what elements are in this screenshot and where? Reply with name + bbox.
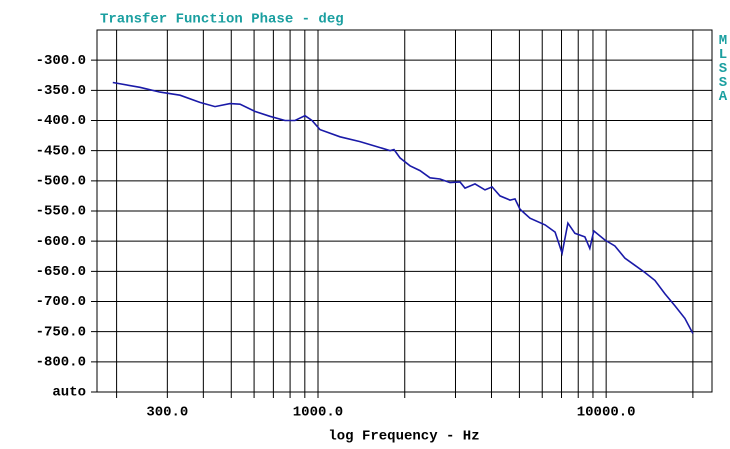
y-tick-label: -450.0 xyxy=(36,143,86,159)
y-tick-label: -350.0 xyxy=(36,83,86,99)
y-tick-label: -600.0 xyxy=(36,234,86,250)
y-tick-label: auto xyxy=(52,385,86,401)
y-tick-label: -500.0 xyxy=(36,174,86,190)
y-tick-label: -550.0 xyxy=(36,204,86,220)
side-label: MLSSA xyxy=(715,33,730,103)
chart-title: Transfer Function Phase - deg xyxy=(100,12,344,28)
y-tick-label: -700.0 xyxy=(36,294,86,310)
y-tick-label: -750.0 xyxy=(36,324,86,340)
data-line xyxy=(112,81,694,334)
y-tick-label: -400.0 xyxy=(36,113,86,129)
y-tick-label: -300.0 xyxy=(36,53,86,69)
x-tick-label: 10000.0 xyxy=(577,405,636,421)
x-tick-label: 300.0 xyxy=(146,405,188,421)
x-axis-label: log Frequency - Hz xyxy=(328,429,479,445)
y-tick-label: -650.0 xyxy=(36,264,86,280)
y-tick-label: -800.0 xyxy=(36,355,86,371)
x-tick-label: 1000.0 xyxy=(293,405,343,421)
